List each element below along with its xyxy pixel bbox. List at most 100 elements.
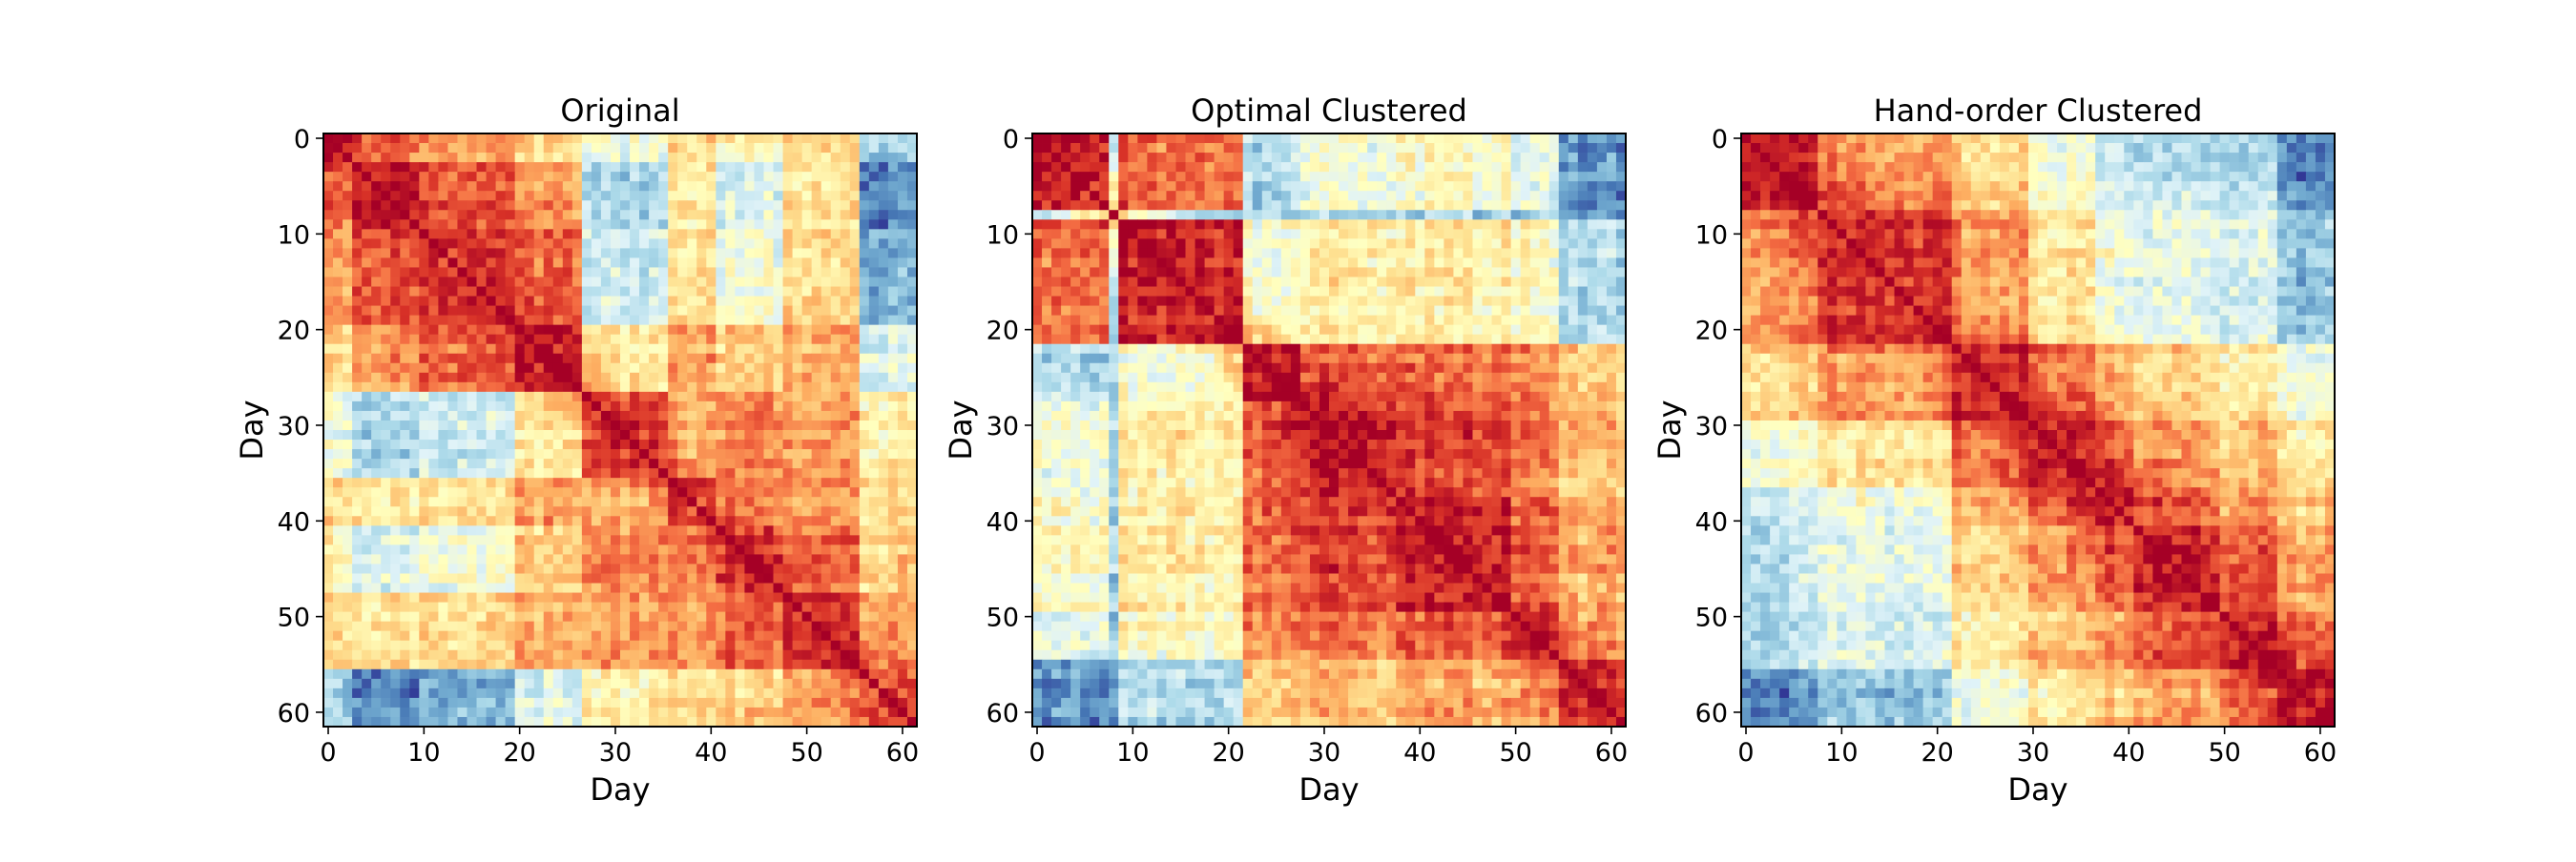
heatmap-cell: [888, 335, 898, 344]
heatmap-cell: [544, 554, 553, 564]
heatmap-cell: [343, 181, 352, 191]
heatmap-cell: [1234, 210, 1243, 219]
heatmap-cell: [1175, 257, 1185, 267]
heatmap-cell: [1137, 238, 1147, 248]
heatmap-cell: [687, 573, 696, 583]
heatmap-cell: [447, 554, 457, 564]
heatmap-cell: [1166, 200, 1175, 210]
heatmap-cell: [496, 133, 506, 143]
heatmap-cell: [477, 554, 487, 564]
heatmap-cell: [343, 219, 352, 229]
heatmap-cell: [582, 497, 592, 506]
heatmap-cell: [1492, 287, 1502, 297]
heatmap-cell: [716, 698, 725, 708]
heatmap-cell: [1215, 210, 1224, 219]
heatmap-cell: [343, 622, 352, 631]
heatmap-cell: [506, 497, 515, 506]
heatmap-cell: [1147, 248, 1156, 257]
heatmap-cell: [754, 401, 763, 411]
heatmap-cell: [1511, 191, 1521, 200]
heatmap-cell: [487, 287, 496, 297]
heatmap-cell: [381, 430, 390, 440]
heatmap-cell: [467, 622, 476, 631]
heatmap-cell: [716, 468, 725, 478]
heatmap-cell: [534, 612, 544, 622]
heatmap-cell: [611, 238, 620, 248]
heatmap-cell: [1272, 181, 1281, 191]
heatmap-cell: [802, 287, 812, 297]
heatmap-cell: [381, 487, 390, 497]
heatmap-cell: [400, 382, 409, 392]
heatmap-cell: [1559, 153, 1568, 162]
heatmap-cell: [1310, 277, 1319, 286]
heatmap-cell: [592, 544, 601, 554]
heatmap-cell: [725, 584, 735, 593]
heatmap-cell: [620, 210, 630, 219]
heatmap-cell: [1483, 287, 1492, 297]
heatmap-cell: [850, 650, 860, 660]
heatmap-cell: [725, 172, 735, 181]
heatmap-cell: [1175, 287, 1185, 297]
heatmap-cell: [1530, 287, 1540, 297]
heatmap-cell: [898, 708, 907, 717]
heatmap-cell: [1262, 143, 1272, 153]
heatmap-cell: [754, 210, 763, 219]
heatmap-cell: [639, 487, 649, 497]
heatmap-cell: [371, 297, 381, 306]
heatmap-cell: [1530, 267, 1540, 277]
heatmap-cell: [333, 497, 343, 506]
heatmap-cell: [869, 267, 879, 277]
heatmap-cell: [447, 210, 457, 219]
heatmap-cell: [400, 306, 409, 316]
heatmap-cell: [563, 497, 572, 506]
heatmap-cell: [544, 382, 553, 392]
heatmap-cell: [592, 181, 601, 191]
heatmap-cell: [1492, 238, 1502, 248]
heatmap-cell: [438, 535, 447, 544]
heatmap-cell: [763, 430, 773, 440]
heatmap-cell: [668, 603, 677, 612]
heatmap-cell: [487, 660, 496, 669]
heatmap-cell: [783, 354, 793, 363]
heatmap-cell: [1215, 267, 1224, 277]
heatmap-cell: [487, 181, 496, 191]
heatmap-cell: [447, 316, 457, 325]
heatmap-cell: [1147, 297, 1156, 306]
heatmap-cell: [572, 641, 582, 650]
heatmap-cell: [812, 344, 821, 354]
heatmap-cell: [371, 650, 381, 660]
heatmap-cell: [831, 650, 841, 660]
heatmap-cell: [869, 200, 879, 210]
heatmap-cell: [706, 478, 716, 487]
heatmap-cell: [563, 162, 572, 172]
heatmap-cell: [409, 573, 419, 583]
panel-title: Original: [560, 92, 679, 129]
heatmap-cell: [1367, 229, 1377, 238]
heatmap-cell: [898, 392, 907, 401]
heatmap-cell: [467, 497, 476, 506]
heatmap-cell: [774, 440, 783, 449]
heatmap-cell: [658, 219, 668, 229]
heatmap-cell: [438, 440, 447, 449]
heatmap-cell: [477, 229, 487, 238]
heatmap-cell: [572, 238, 582, 248]
heatmap-cell: [1147, 143, 1156, 153]
heatmap-cell: [1205, 297, 1215, 306]
heatmap-cell: [438, 344, 447, 354]
heatmap-cell: [343, 133, 352, 143]
heatmap-cell: [371, 717, 381, 727]
heatmap-cell: [419, 564, 428, 573]
heatmap-cell: [1128, 287, 1137, 297]
heatmap-cell: [841, 229, 850, 238]
heatmap-cell: [860, 153, 869, 162]
heatmap-cell: [898, 316, 907, 325]
heatmap-cell: [639, 267, 649, 277]
y-tick-label: 40: [278, 507, 310, 537]
heatmap-cell: [1090, 191, 1099, 200]
heatmap-cell: [1300, 297, 1310, 306]
heatmap-cell: [1156, 181, 1166, 191]
heatmap-cell: [1224, 297, 1234, 306]
heatmap-cell: [343, 573, 352, 583]
heatmap-cell: [812, 257, 821, 267]
heatmap-cell: [754, 440, 763, 449]
